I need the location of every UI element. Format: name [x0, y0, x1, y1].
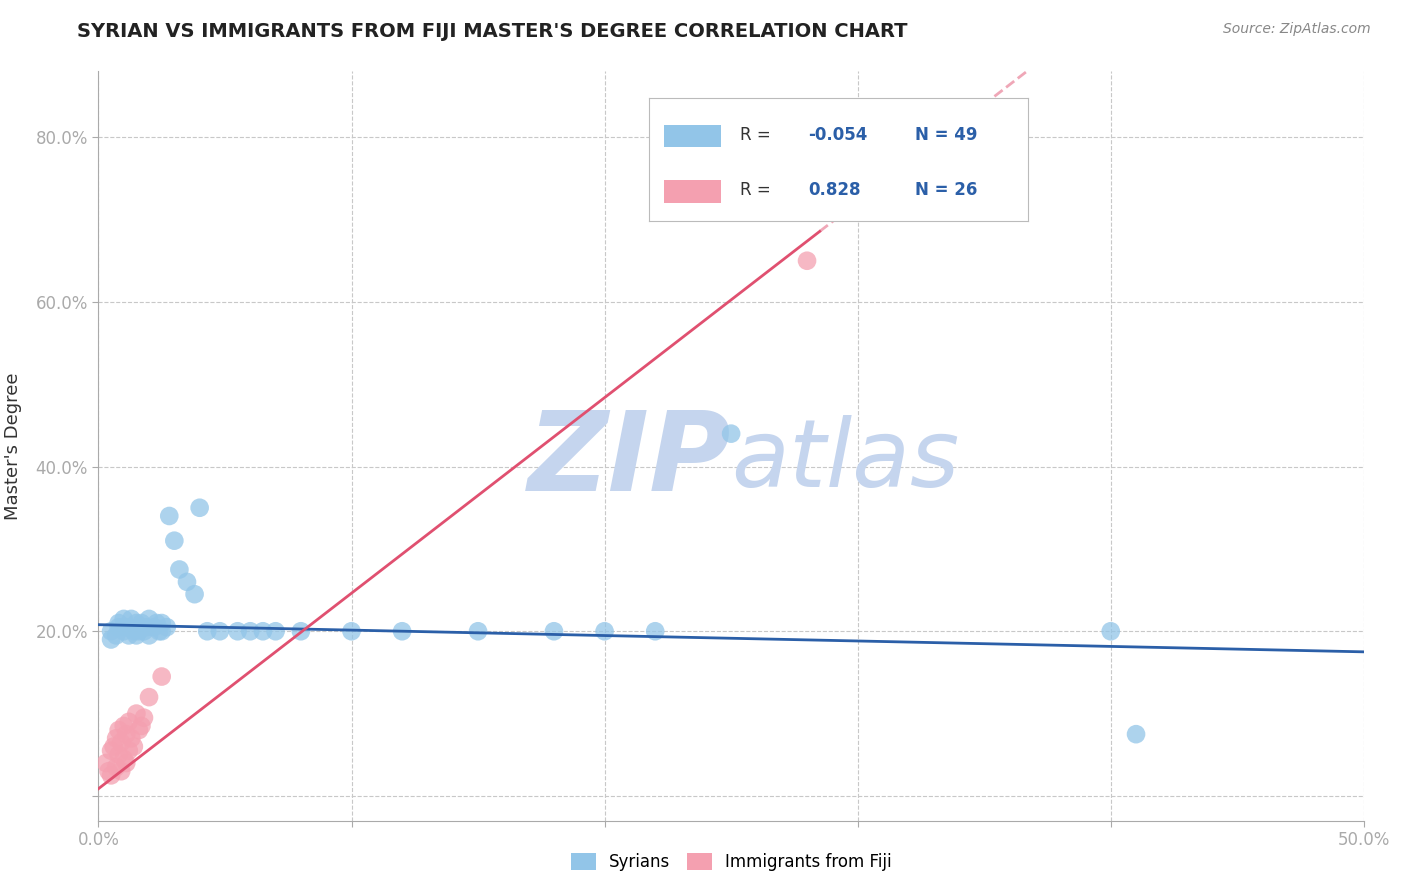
- Point: [132, 624, 155, 639]
- Point: [110, 735, 132, 749]
- Point: [150, 624, 173, 639]
- Text: SYRIAN VS IMMIGRANTS FROM FIJI MASTER'S DEGREE CORRELATION CHART: SYRIAN VS IMMIGRANTS FROM FIJI MASTER'S …: [77, 22, 908, 41]
- Point: [118, 620, 141, 634]
- Point: [157, 508, 180, 523]
- Point: [128, 620, 150, 634]
- Point: [115, 756, 138, 770]
- Point: [107, 723, 129, 737]
- Point: [125, 615, 148, 630]
- Point: [138, 690, 160, 705]
- Text: Source: ZipAtlas.com: Source: ZipAtlas.com: [1223, 22, 1371, 37]
- Point: [183, 587, 205, 601]
- Point: [208, 624, 231, 639]
- Point: [1125, 727, 1147, 741]
- Point: [125, 628, 148, 642]
- Point: [107, 620, 129, 634]
- Point: [135, 620, 157, 634]
- Point: [118, 744, 141, 758]
- Point: [226, 624, 249, 639]
- Point: [100, 744, 122, 758]
- Point: [148, 624, 170, 639]
- Point: [100, 632, 122, 647]
- Point: [169, 562, 191, 576]
- Point: [150, 669, 173, 683]
- Point: [107, 615, 129, 630]
- Point: [122, 624, 145, 639]
- Point: [156, 620, 179, 634]
- Point: [100, 624, 122, 639]
- Point: [720, 426, 742, 441]
- Point: [644, 624, 666, 639]
- Point: [1099, 624, 1122, 639]
- Point: [120, 731, 142, 746]
- Point: [188, 500, 211, 515]
- Point: [128, 624, 150, 639]
- Point: [118, 628, 141, 642]
- Point: [195, 624, 218, 639]
- Point: [252, 624, 274, 639]
- Point: [103, 739, 125, 754]
- Point: [122, 739, 145, 754]
- Point: [105, 628, 128, 642]
- Point: [239, 624, 262, 639]
- Point: [340, 624, 363, 639]
- Point: [593, 624, 616, 639]
- Point: [94, 756, 117, 770]
- Point: [796, 253, 818, 268]
- Point: [467, 624, 489, 639]
- Point: [163, 533, 186, 548]
- Point: [105, 760, 128, 774]
- Point: [138, 612, 160, 626]
- Point: [132, 711, 155, 725]
- Point: [143, 620, 166, 634]
- Text: ZIP: ZIP: [527, 408, 731, 515]
- Point: [131, 615, 153, 630]
- Point: [112, 620, 135, 634]
- Point: [97, 764, 120, 779]
- Point: [264, 624, 287, 639]
- Point: [128, 723, 150, 737]
- Point: [105, 731, 128, 746]
- Point: [110, 764, 132, 779]
- Point: [150, 615, 173, 630]
- Point: [112, 752, 135, 766]
- Point: [115, 727, 138, 741]
- Point: [107, 747, 129, 762]
- Point: [100, 768, 122, 782]
- Point: [120, 612, 142, 626]
- Point: [176, 574, 198, 589]
- Point: [131, 719, 153, 733]
- Point: [112, 719, 135, 733]
- Point: [145, 615, 167, 630]
- Text: atlas: atlas: [731, 416, 959, 507]
- Point: [290, 624, 312, 639]
- Point: [125, 706, 148, 721]
- Point: [391, 624, 413, 639]
- Point: [118, 714, 141, 729]
- Point: [112, 624, 135, 639]
- Y-axis label: Master's Degree: Master's Degree: [4, 372, 21, 520]
- Legend: Syrians, Immigrants from Fiji: Syrians, Immigrants from Fiji: [562, 845, 900, 880]
- Point: [138, 628, 160, 642]
- Point: [112, 612, 135, 626]
- Point: [543, 624, 565, 639]
